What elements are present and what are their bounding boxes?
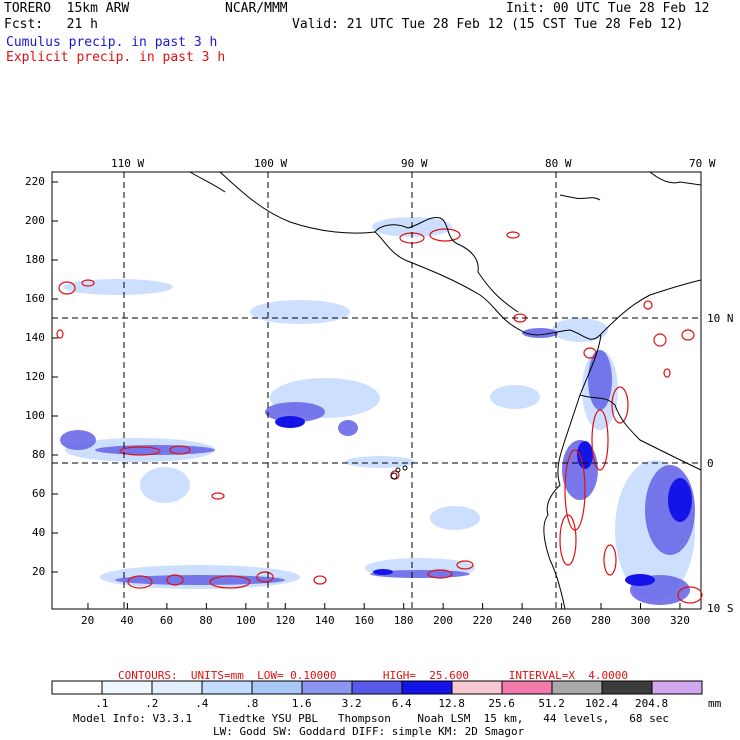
y-tick-label: 180 bbox=[25, 253, 45, 266]
forecast-hour: Fcst: 21 h bbox=[4, 17, 98, 32]
y-tick-label: 100 bbox=[25, 409, 45, 422]
lon-label-70w: 70 W bbox=[689, 157, 716, 170]
lon-label-110w: 110 W bbox=[111, 157, 145, 170]
colorbar-label: 204.8 bbox=[635, 697, 669, 710]
explicit-legend-label: Explicit precip. in past 3 h bbox=[6, 50, 226, 65]
y-tick-label: 160 bbox=[25, 292, 45, 305]
colorbar-label: 6.4 bbox=[391, 697, 412, 710]
x-tick-label: 220 bbox=[472, 614, 493, 627]
y-tick-label: 40 bbox=[32, 526, 46, 539]
x-tick-label: 80 bbox=[199, 614, 213, 627]
x-tick-label: 40 bbox=[120, 614, 134, 627]
x-tick-label: 240 bbox=[512, 614, 532, 627]
colorbar-label: 3.2 bbox=[341, 697, 362, 710]
x-tick-label: 60 bbox=[159, 614, 174, 627]
axis-ticks bbox=[52, 181, 681, 609]
colorbar-label: 51.2 bbox=[538, 697, 565, 710]
x-tick-label: 120 bbox=[275, 614, 296, 627]
model-info: Model Info: V3.3.1 Tiedtke YSU PBL Thomp… bbox=[73, 712, 670, 725]
lat-label-10s: 10 S bbox=[707, 602, 734, 615]
colorbar-label: 12.8 bbox=[438, 697, 465, 710]
colorbar-swatch bbox=[651, 680, 703, 695]
y-tick-label: 20 bbox=[32, 565, 46, 578]
x-tick-label: 160 bbox=[354, 614, 375, 627]
lon-label-100w: 100 W bbox=[254, 157, 288, 170]
colorbar-label: .8 bbox=[245, 697, 259, 710]
colorbar-label: 1.6 bbox=[291, 697, 312, 710]
colorbar-unit: mm bbox=[708, 697, 722, 710]
lat-label-0: 0 bbox=[707, 457, 714, 470]
init-time: Init: 00 UTC Tue 28 Feb 12 bbox=[506, 1, 710, 16]
precip-cumulus-heavy bbox=[275, 416, 692, 586]
x-tick-label: 260 bbox=[551, 614, 572, 627]
x-tick-label: 300 bbox=[630, 614, 651, 627]
x-tick-label: 20 bbox=[80, 614, 95, 627]
y-tick-label: 80 bbox=[32, 448, 46, 461]
x-tick-label: 140 bbox=[314, 614, 335, 627]
y-tick-label: 60 bbox=[32, 487, 46, 500]
coastlines bbox=[189, 171, 702, 610]
colorbar-label: .4 bbox=[195, 697, 209, 710]
valid-time: Valid: 21 UTC Tue 28 Feb 12 (15 CST Tue … bbox=[292, 17, 684, 32]
colorbar-label: .1 bbox=[95, 697, 109, 710]
y-tick-label: 200 bbox=[25, 214, 45, 227]
colorbar-label: 25.6 bbox=[488, 697, 515, 710]
model-physics: LW: Godd SW: Goddard DIFF: simple KM: 2D… bbox=[213, 725, 525, 738]
x-tick-label: 280 bbox=[591, 614, 611, 627]
graticule bbox=[52, 172, 701, 609]
contours-info: CONTOURS: UNITS=mm LOW= 0.10000 HIGH= 25… bbox=[118, 669, 628, 682]
colorbar-swatch bbox=[51, 680, 103, 695]
x-tick-label: 320 bbox=[669, 614, 690, 627]
x-tick-label: 180 bbox=[393, 614, 414, 627]
x-tick-label: 100 bbox=[235, 614, 256, 627]
colorbar-label: 102.4 bbox=[585, 697, 619, 710]
colorbar-label: .2 bbox=[145, 697, 159, 710]
y-tick-label: 220 bbox=[25, 175, 45, 188]
precip-explicit-contours bbox=[56, 228, 703, 604]
cumulus-legend-label: Cumulus precip. in past 3 h bbox=[6, 35, 218, 50]
lon-label-90w: 90 W bbox=[401, 157, 428, 170]
colorbar bbox=[51, 680, 703, 695]
y-tick-label: 120 bbox=[25, 370, 45, 383]
x-tick-label: 200 bbox=[433, 614, 454, 627]
org-label: NCAR/MMM bbox=[225, 1, 288, 16]
model-title: TORERO 15km ARW bbox=[4, 1, 130, 16]
lon-label-80w: 80 W bbox=[545, 157, 572, 170]
y-tick-label: 140 bbox=[25, 331, 45, 344]
lat-label-10n: 10 N bbox=[707, 312, 734, 325]
